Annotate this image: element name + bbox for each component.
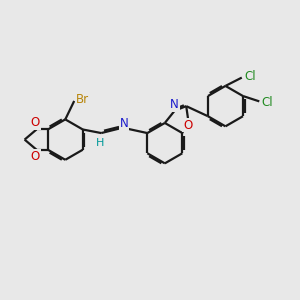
Text: Cl: Cl <box>262 96 273 110</box>
Text: H: H <box>95 139 104 148</box>
Text: Br: Br <box>76 93 89 106</box>
Text: N: N <box>120 117 128 130</box>
Text: Cl: Cl <box>244 70 256 83</box>
Text: N: N <box>170 98 179 111</box>
Text: O: O <box>31 116 40 130</box>
Text: O: O <box>183 118 193 131</box>
Text: O: O <box>31 150 40 163</box>
